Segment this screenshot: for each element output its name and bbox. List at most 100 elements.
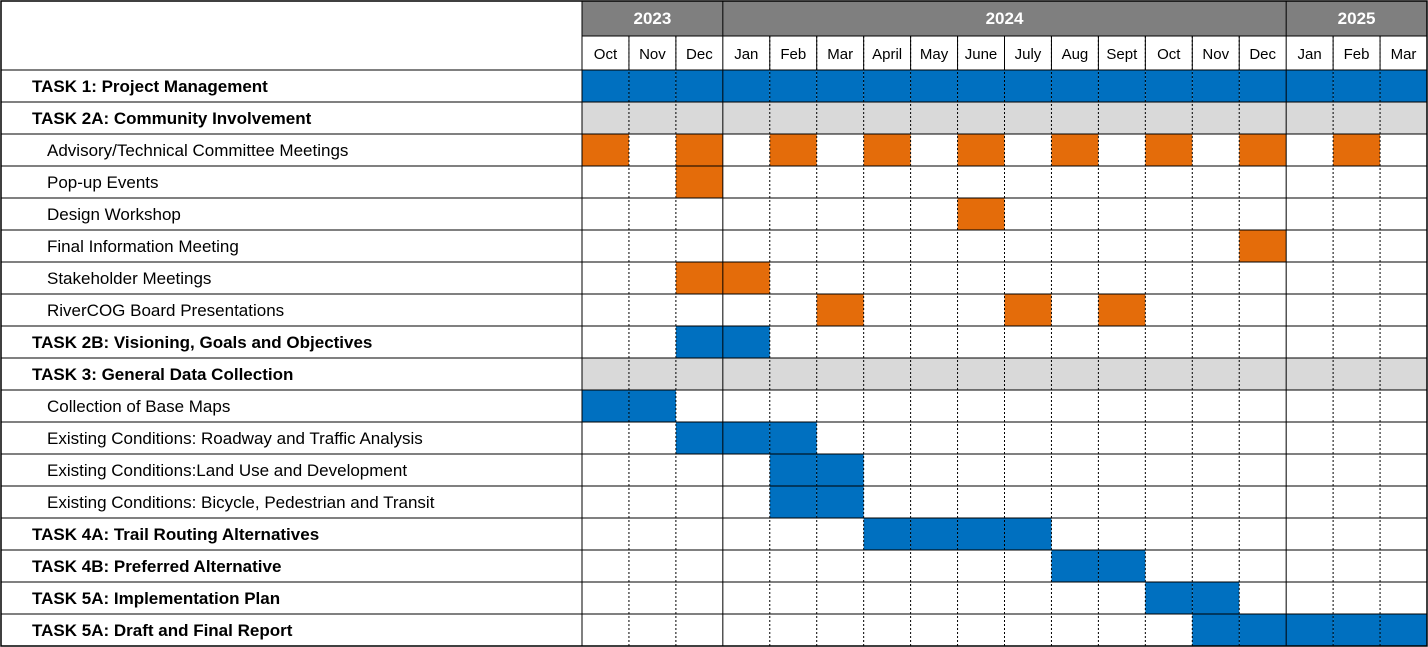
- task-label: Collection of Base Maps: [47, 397, 230, 416]
- task-bar: [582, 70, 629, 102]
- task-bar: [675, 166, 723, 198]
- task-bar: [1098, 70, 1146, 102]
- task-bar: [1239, 70, 1287, 102]
- month-label: July: [1015, 46, 1042, 63]
- task-bar: [769, 422, 817, 454]
- task-bar: [816, 454, 864, 486]
- task-label: Design Workshop: [47, 205, 181, 224]
- task-bar: [1333, 614, 1381, 646]
- task-bar: [1051, 134, 1099, 166]
- task-bar: [1004, 70, 1052, 102]
- task-bar: [816, 486, 864, 518]
- month-label: Jan: [1298, 46, 1322, 63]
- task-bar: [675, 134, 723, 166]
- month-label: Mar: [827, 46, 853, 63]
- month-label: Oct: [1157, 46, 1181, 63]
- month-label: Nov: [639, 46, 666, 63]
- task-bar: [675, 262, 723, 294]
- task-bar: [910, 70, 958, 102]
- task-label: TASK 3: General Data Collection: [32, 365, 293, 384]
- task-label: Stakeholder Meetings: [47, 269, 211, 288]
- task-bar: [769, 70, 817, 102]
- task-bar: [816, 70, 864, 102]
- task-label: Pop-up Events: [47, 173, 159, 192]
- task-bar: [1286, 70, 1334, 102]
- task-bar: [1286, 614, 1334, 646]
- task-bar: [863, 134, 911, 166]
- task-bar: [1098, 294, 1146, 326]
- task-bar: [1098, 550, 1146, 582]
- month-label: June: [965, 46, 998, 63]
- task-bar: [1192, 614, 1240, 646]
- task-bar: [1145, 582, 1193, 614]
- task-bar: [1333, 134, 1381, 166]
- task-bar: [957, 134, 1005, 166]
- task-label: TASK 5A: Draft and Final Report: [32, 621, 293, 640]
- task-bar: [1051, 70, 1099, 102]
- task-label: TASK 2B: Visioning, Goals and Objectives: [32, 333, 372, 352]
- task-label: TASK 4A: Trail Routing Alternatives: [32, 525, 319, 544]
- month-label: Sept: [1106, 46, 1138, 63]
- month-label: April: [872, 46, 902, 63]
- task-bar: [1145, 134, 1193, 166]
- task-bar: [1004, 518, 1052, 550]
- task-bar: [628, 390, 676, 422]
- task-bar: [722, 326, 770, 358]
- task-bar: [863, 518, 911, 550]
- task-label: TASK 1: Project Management: [32, 77, 268, 96]
- year-band: [722, 1, 1287, 36]
- task-bar: [1239, 614, 1287, 646]
- month-label: Aug: [1062, 46, 1089, 63]
- task-bar: [628, 70, 676, 102]
- task-bar: [722, 70, 770, 102]
- task-label: Existing Conditions: Roadway and Traffic…: [47, 429, 423, 448]
- task-bar: [957, 518, 1005, 550]
- task-bar: [910, 518, 958, 550]
- task-label: RiverCOG Board Presentations: [47, 301, 284, 320]
- month-label: Jan: [734, 46, 758, 63]
- year-band: [1286, 1, 1427, 36]
- task-bar: [769, 486, 817, 518]
- task-bar: [957, 70, 1005, 102]
- task-bar: [769, 134, 817, 166]
- task-bar: [675, 70, 723, 102]
- task-label: TASK 4B: Preferred Alternative: [32, 557, 281, 576]
- task-bar: [582, 134, 629, 166]
- task-bar: [1051, 550, 1099, 582]
- task-bar: [1380, 70, 1427, 102]
- month-label: Nov: [1202, 46, 1229, 63]
- month-label: Dec: [686, 46, 713, 63]
- task-label: Existing Conditions:Land Use and Develop…: [47, 461, 407, 480]
- task-label: Existing Conditions: Bicycle, Pedestrian…: [47, 493, 435, 512]
- task-label: TASK 5A: Implementation Plan: [32, 589, 280, 608]
- task-bar: [1192, 70, 1240, 102]
- task-bar: [1239, 134, 1287, 166]
- month-label: Feb: [1344, 46, 1370, 63]
- task-bar: [957, 198, 1005, 230]
- task-label: Advisory/Technical Committee Meetings: [47, 141, 348, 160]
- task-bars: [582, 70, 1427, 646]
- task-bar: [1192, 582, 1240, 614]
- month-label: Mar: [1391, 46, 1417, 63]
- year-label: 2024: [986, 9, 1024, 28]
- task-bar: [1380, 614, 1427, 646]
- month-label: May: [920, 46, 949, 63]
- task-bar: [1333, 70, 1381, 102]
- task-bar: [1145, 70, 1193, 102]
- task-bar: [863, 70, 911, 102]
- task-bar: [582, 390, 629, 422]
- task-bar: [722, 262, 770, 294]
- month-label: Feb: [780, 46, 806, 63]
- task-bar: [1004, 294, 1052, 326]
- task-bar: [1239, 230, 1287, 262]
- task-bar: [675, 326, 723, 358]
- task-label: Final Information Meeting: [47, 237, 239, 256]
- year-band: [582, 1, 723, 36]
- month-label: Oct: [594, 46, 618, 63]
- year-label: 2025: [1338, 9, 1376, 28]
- month-label: Dec: [1249, 46, 1276, 63]
- task-bar: [675, 422, 723, 454]
